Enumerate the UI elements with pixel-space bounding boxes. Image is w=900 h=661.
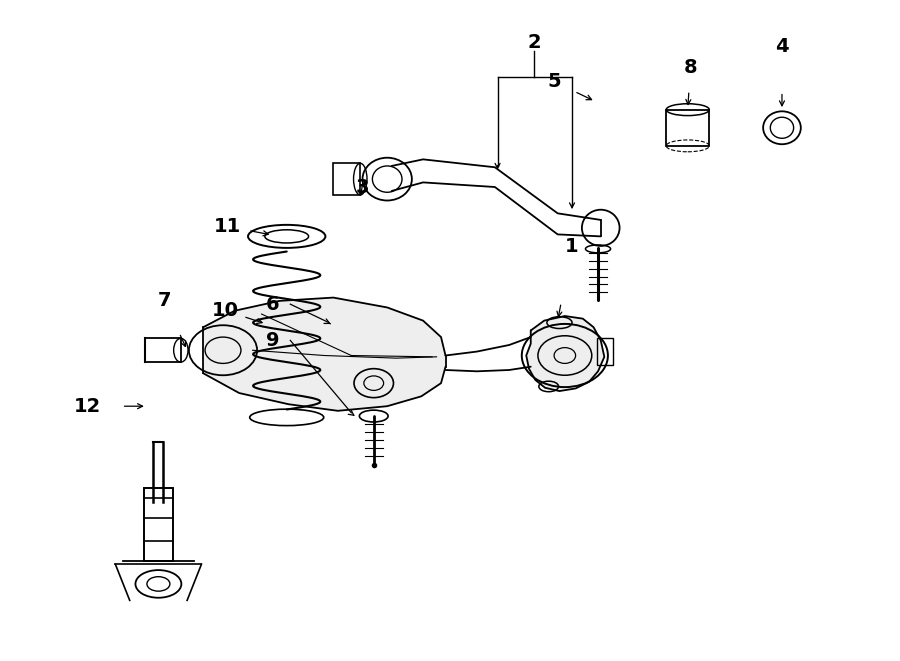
Text: 12: 12 (74, 397, 101, 416)
Polygon shape (203, 297, 446, 410)
Bar (333, 163, 360, 195)
Text: 5: 5 (547, 72, 561, 91)
Text: 7: 7 (158, 292, 171, 311)
Bar (597, 338, 613, 365)
Text: 6: 6 (266, 295, 279, 314)
Text: 10: 10 (212, 301, 239, 320)
Bar (145, 338, 181, 362)
Text: 4: 4 (775, 36, 788, 56)
Bar (144, 488, 173, 561)
Text: 3: 3 (356, 178, 369, 196)
Text: 11: 11 (214, 217, 241, 236)
Text: 9: 9 (266, 331, 279, 350)
Bar (666, 110, 709, 146)
Text: 1: 1 (565, 237, 579, 256)
Text: 8: 8 (684, 58, 698, 77)
Polygon shape (526, 316, 604, 391)
Text: 2: 2 (527, 32, 541, 52)
